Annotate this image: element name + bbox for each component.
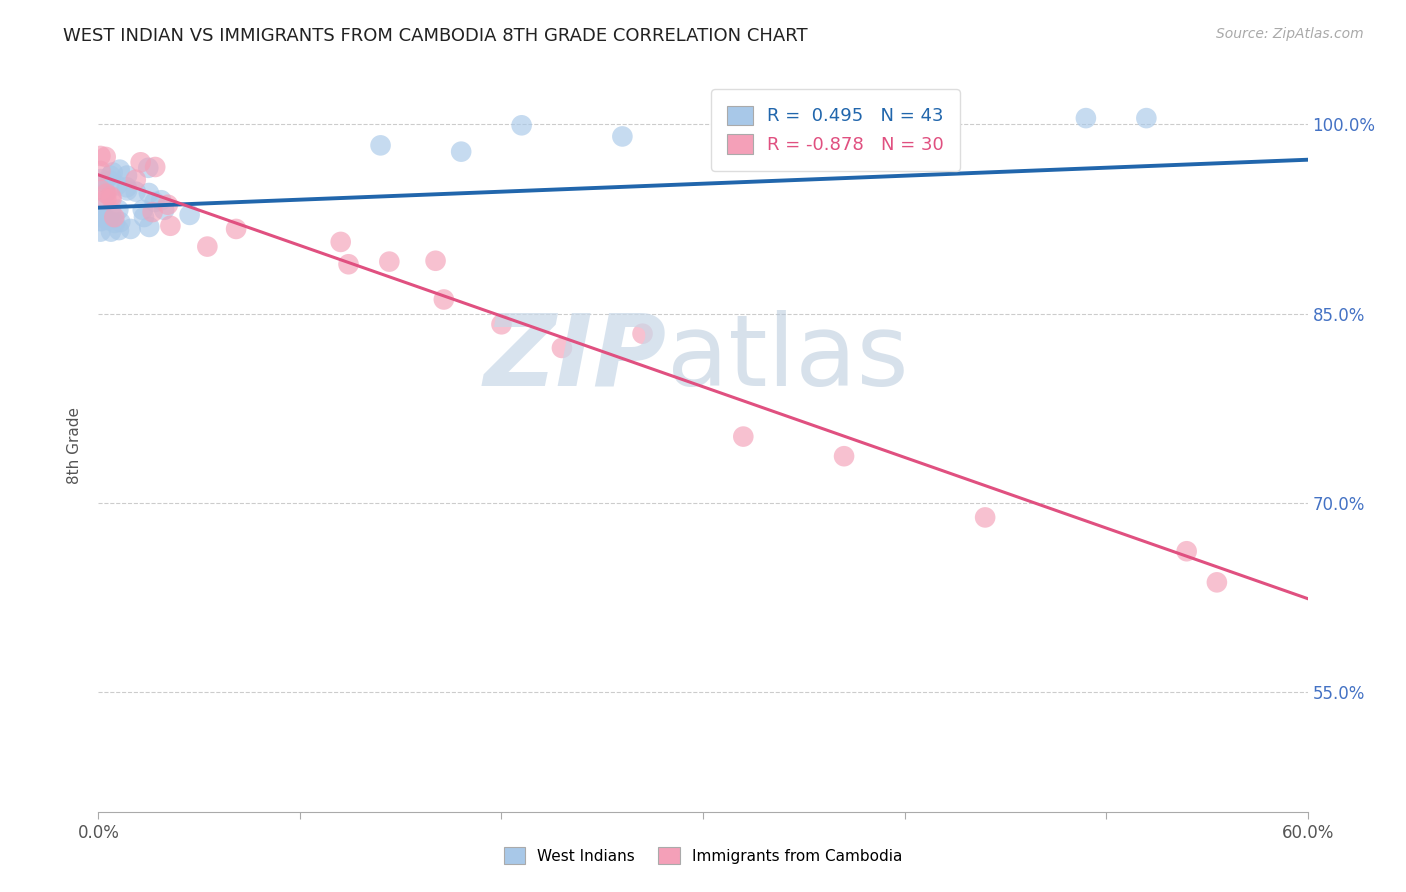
Point — [100, 205, 122, 219]
Point — [115, 169, 138, 183]
Point — [110, 215, 132, 229]
Point — [433, 293, 456, 307]
Point — [125, 172, 148, 186]
Point — [491, 318, 513, 332]
Text: atlas: atlas — [666, 310, 908, 407]
Point — [136, 161, 159, 175]
Point — [94, 150, 117, 164]
Point — [179, 208, 201, 222]
Point — [138, 186, 160, 200]
Point — [89, 214, 111, 228]
Point — [108, 223, 131, 237]
Point — [733, 111, 755, 125]
Point — [107, 202, 129, 217]
Point — [832, 449, 855, 463]
Point — [450, 145, 472, 159]
Point — [138, 219, 160, 234]
Point — [90, 201, 112, 215]
Point — [93, 176, 115, 190]
Point — [1074, 111, 1097, 125]
Point — [132, 210, 155, 224]
Point — [108, 162, 131, 177]
Point — [93, 211, 115, 226]
Legend: West Indians, Immigrants from Cambodia: West Indians, Immigrants from Cambodia — [498, 841, 908, 870]
Point — [1175, 544, 1198, 558]
Point — [100, 189, 122, 203]
Text: Source: ZipAtlas.com: Source: ZipAtlas.com — [1216, 27, 1364, 41]
Point — [150, 193, 173, 207]
Point — [143, 160, 166, 174]
Point — [89, 225, 111, 239]
Point — [96, 192, 118, 206]
Point — [225, 222, 247, 236]
Point — [97, 213, 120, 227]
Point — [425, 253, 447, 268]
Point — [153, 202, 176, 217]
Point — [98, 174, 121, 188]
Point — [1206, 575, 1229, 590]
Point — [159, 219, 181, 233]
Point — [115, 184, 138, 198]
Point — [733, 429, 755, 443]
Point — [329, 235, 352, 249]
Point — [89, 183, 111, 197]
Y-axis label: 8th Grade: 8th Grade — [67, 408, 83, 484]
Point — [631, 326, 654, 341]
Point — [378, 254, 401, 268]
Point — [96, 186, 118, 201]
Point — [974, 510, 997, 524]
Point — [89, 164, 111, 178]
Point — [1135, 111, 1157, 125]
Point — [100, 169, 122, 183]
Point — [104, 216, 127, 230]
Point — [337, 257, 360, 271]
Point — [612, 129, 634, 144]
Point — [551, 341, 574, 355]
Point — [100, 192, 122, 206]
Point — [103, 210, 125, 224]
Point — [101, 165, 124, 179]
Point — [90, 172, 112, 186]
Point — [125, 185, 148, 199]
Point — [142, 205, 165, 219]
Point — [115, 180, 138, 194]
Point — [89, 149, 111, 163]
Point — [370, 138, 392, 153]
Point — [129, 155, 152, 169]
Point — [195, 239, 218, 253]
Point — [120, 222, 142, 236]
Point — [90, 210, 112, 224]
Point — [893, 111, 915, 125]
Point — [94, 186, 117, 200]
Point — [132, 202, 155, 217]
Point — [90, 213, 112, 227]
Text: WEST INDIAN VS IMMIGRANTS FROM CAMBODIA 8TH GRADE CORRELATION CHART: WEST INDIAN VS IMMIGRANTS FROM CAMBODIA … — [63, 27, 808, 45]
Point — [100, 225, 122, 239]
Point — [143, 194, 166, 209]
Point — [510, 118, 533, 132]
Point — [156, 198, 179, 212]
Point — [105, 178, 128, 193]
Text: ZIP: ZIP — [484, 310, 666, 407]
